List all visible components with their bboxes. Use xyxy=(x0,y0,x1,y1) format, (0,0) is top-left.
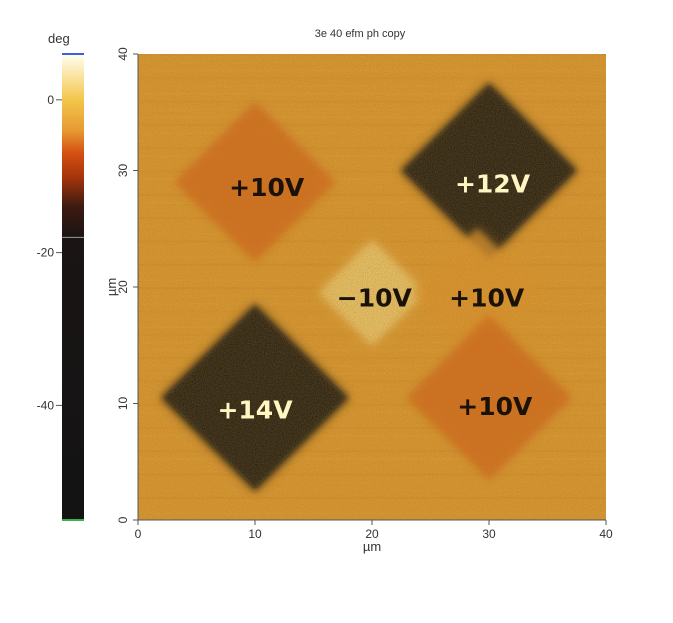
x-tick-label: 40 xyxy=(599,527,613,541)
colorbar-tick-label: 0 xyxy=(47,93,54,107)
y-ticks: 0 10 20 30 40 xyxy=(116,47,138,523)
y-axis-label: µm xyxy=(104,278,119,296)
y-tick-label: 20 xyxy=(116,280,130,294)
y-tick-label: 10 xyxy=(116,397,130,411)
region-voltage-label: +10V xyxy=(457,392,533,421)
y-tick-label: 40 xyxy=(116,47,130,61)
x-tick-label: 20 xyxy=(365,527,379,541)
axes: 0 10 20 30 40 0 10 20 30 40 µm µm xyxy=(104,47,613,554)
x-ticks: 0 10 20 30 40 xyxy=(135,520,613,541)
colorbar: deg 0 -20 -40 xyxy=(37,31,84,521)
region-voltage-label: +10V xyxy=(449,284,525,313)
region-voltage-label: +12V xyxy=(455,169,531,198)
colorbar-tick-label: -20 xyxy=(37,246,55,260)
x-tick-label: 10 xyxy=(248,527,262,541)
phase-image: +10V +12V −10V +10V +14V +10V xyxy=(138,54,606,520)
colorbar-tick-label: -40 xyxy=(37,398,55,412)
region-voltage-label: +10V xyxy=(229,173,305,202)
colorbar-gradient xyxy=(62,54,84,520)
x-axis-label: µm xyxy=(363,539,381,554)
colorbar-ticks: 0 -20 -40 xyxy=(37,93,62,412)
image-noise xyxy=(138,54,606,520)
x-tick-label: 30 xyxy=(482,527,496,541)
region-voltage-label: +14V xyxy=(217,395,293,424)
colorbar-unit: deg xyxy=(48,31,70,46)
y-tick-label: 0 xyxy=(116,516,130,523)
x-tick-label: 0 xyxy=(135,527,142,541)
figure-title: 3e 40 efm ph copy xyxy=(315,28,406,40)
region-labels: +10V +12V −10V +10V +14V +10V xyxy=(217,169,533,424)
y-tick-label: 30 xyxy=(116,164,130,178)
region-voltage-label: −10V xyxy=(337,284,413,313)
